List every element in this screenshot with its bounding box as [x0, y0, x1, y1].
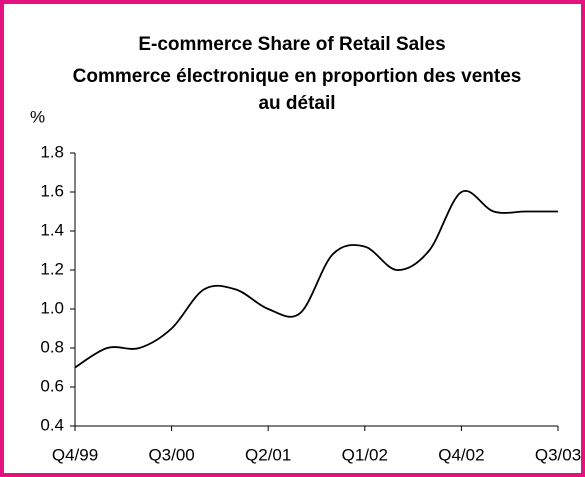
x-tick-label: Q3/03 [535, 445, 581, 464]
y-tick-label: 0.8 [40, 337, 64, 356]
chart-title: E-commerce Share of Retail Sales [138, 34, 445, 55]
y-tick-label: 1.6 [40, 181, 64, 200]
x-tick-label: Q3/00 [148, 445, 194, 464]
x-tick-label: Q4/99 [52, 445, 98, 464]
chart-title: Commerce électronique en proportion des … [73, 66, 522, 87]
x-tick-label: Q1/02 [342, 445, 388, 464]
y-tick-label: 1.8 [40, 142, 64, 161]
y-tick-label: 0.6 [40, 376, 64, 395]
x-tick-label: Q2/01 [245, 445, 291, 464]
x-tick-label: Q4/02 [438, 445, 484, 464]
y-tick-label: 1.0 [40, 298, 64, 317]
y-tick-label: 1.2 [40, 259, 64, 278]
y-axis-label: % [30, 107, 45, 126]
y-tick-label: 1.4 [40, 220, 64, 239]
data-line [74, 189, 558, 369]
chart-title: au détail [258, 93, 335, 114]
y-tick-label: 0.4 [40, 415, 64, 434]
